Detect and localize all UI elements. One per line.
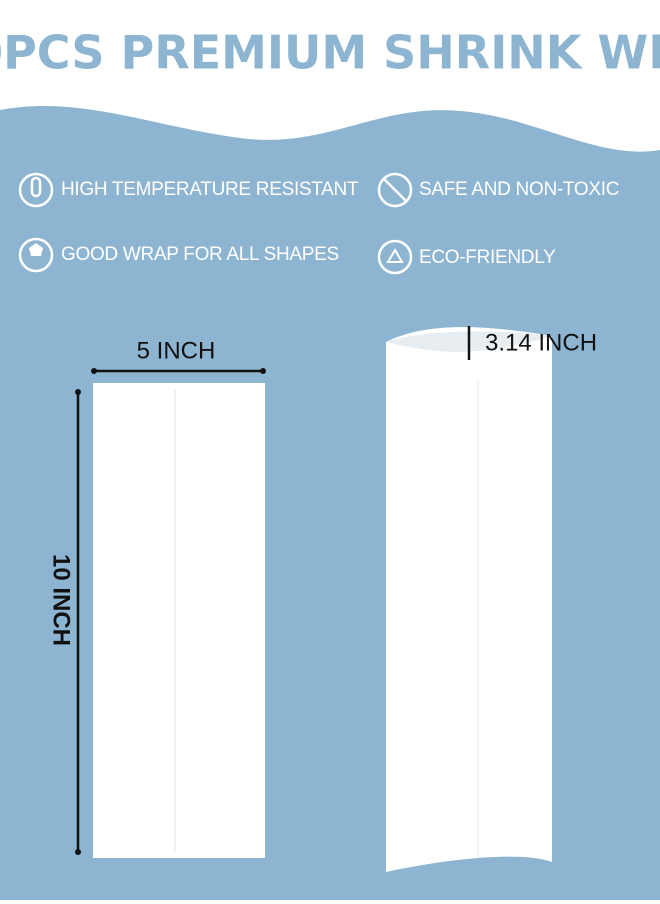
height-end	[75, 849, 81, 855]
feature-label: ECO-FRIENDLY	[419, 247, 556, 268]
width-end	[260, 368, 266, 374]
width-end	[91, 368, 97, 374]
feature-label: SAFE AND NON-TOXIC	[419, 179, 619, 200]
open-bag	[386, 327, 552, 872]
feature-label: HIGH TEMPERATURE RESISTANT	[61, 179, 359, 200]
flat-bag	[93, 383, 265, 858]
feature-label: GOOD WRAP FOR ALL SHAPES	[61, 244, 339, 265]
depth-label: 3.14 INCH	[485, 329, 597, 356]
title: 100PCS PREMIUM SHRINK WRAP	[0, 26, 660, 80]
icon-recycle-fill	[386, 248, 404, 263]
height-end	[75, 389, 81, 395]
icon-shape	[18, 237, 54, 273]
icon-recycle	[377, 239, 413, 275]
icon-strike	[383, 178, 407, 202]
icon-thermometer	[18, 172, 54, 208]
icon-thermometer-body	[30, 176, 42, 198]
width-label: 5 INCH	[137, 337, 216, 364]
header-wave	[0, 0, 660, 152]
feature-icons	[18, 172, 413, 275]
height-label: 10 INCH	[48, 554, 75, 646]
icon-shape-fill	[29, 243, 43, 256]
icon-skull	[377, 172, 413, 208]
